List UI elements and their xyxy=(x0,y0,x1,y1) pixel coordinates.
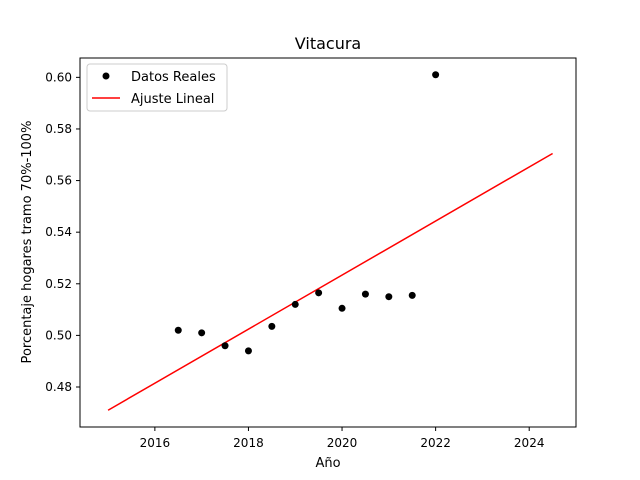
data-point xyxy=(315,289,323,297)
plot-area xyxy=(107,71,553,411)
data-point xyxy=(174,326,182,334)
legend-marker-scatter xyxy=(102,72,110,80)
x-tick-label: 2022 xyxy=(420,436,451,450)
y-tick-label: 0.58 xyxy=(45,122,72,136)
fit-line xyxy=(107,152,553,411)
y-tick-label: 0.56 xyxy=(45,174,72,188)
legend-label: Ajuste Lineal xyxy=(131,92,214,107)
y-axis-label: Porcentaje hogares tramo 70%-100% xyxy=(20,121,35,364)
x-axis: 2016 2018 2020 2022 2024 xyxy=(140,427,545,450)
data-point xyxy=(361,290,369,298)
x-tick-label: 2024 xyxy=(514,436,545,450)
x-tick-label: 2018 xyxy=(233,436,264,450)
x-axis-label: Año xyxy=(315,456,340,471)
legend-label: Datos Reales xyxy=(131,70,216,85)
data-point xyxy=(268,322,276,330)
legend-box xyxy=(86,63,228,112)
data-point xyxy=(432,71,440,79)
data-point xyxy=(291,300,299,308)
y-tick-label: 0.54 xyxy=(45,225,72,239)
data-point xyxy=(198,329,206,337)
legend: Datos Reales Ajuste Lineal xyxy=(86,63,228,112)
data-point xyxy=(244,347,252,355)
y-axis: 0.48 0.50 0.52 0.54 0.56 0.58 0.60 xyxy=(45,70,80,394)
plot-frame xyxy=(79,57,577,428)
data-point xyxy=(408,291,416,299)
y-tick-label: 0.60 xyxy=(45,70,72,84)
data-point xyxy=(385,293,393,301)
y-tick-label: 0.50 xyxy=(45,328,72,342)
chart-title: Vitacura xyxy=(295,34,361,53)
x-tick-label: 2020 xyxy=(327,436,358,450)
x-tick-label: 2016 xyxy=(140,436,171,450)
data-point xyxy=(338,304,346,312)
y-tick-label: 0.48 xyxy=(45,380,72,394)
data-point xyxy=(221,342,229,350)
y-tick-label: 0.52 xyxy=(45,277,72,291)
